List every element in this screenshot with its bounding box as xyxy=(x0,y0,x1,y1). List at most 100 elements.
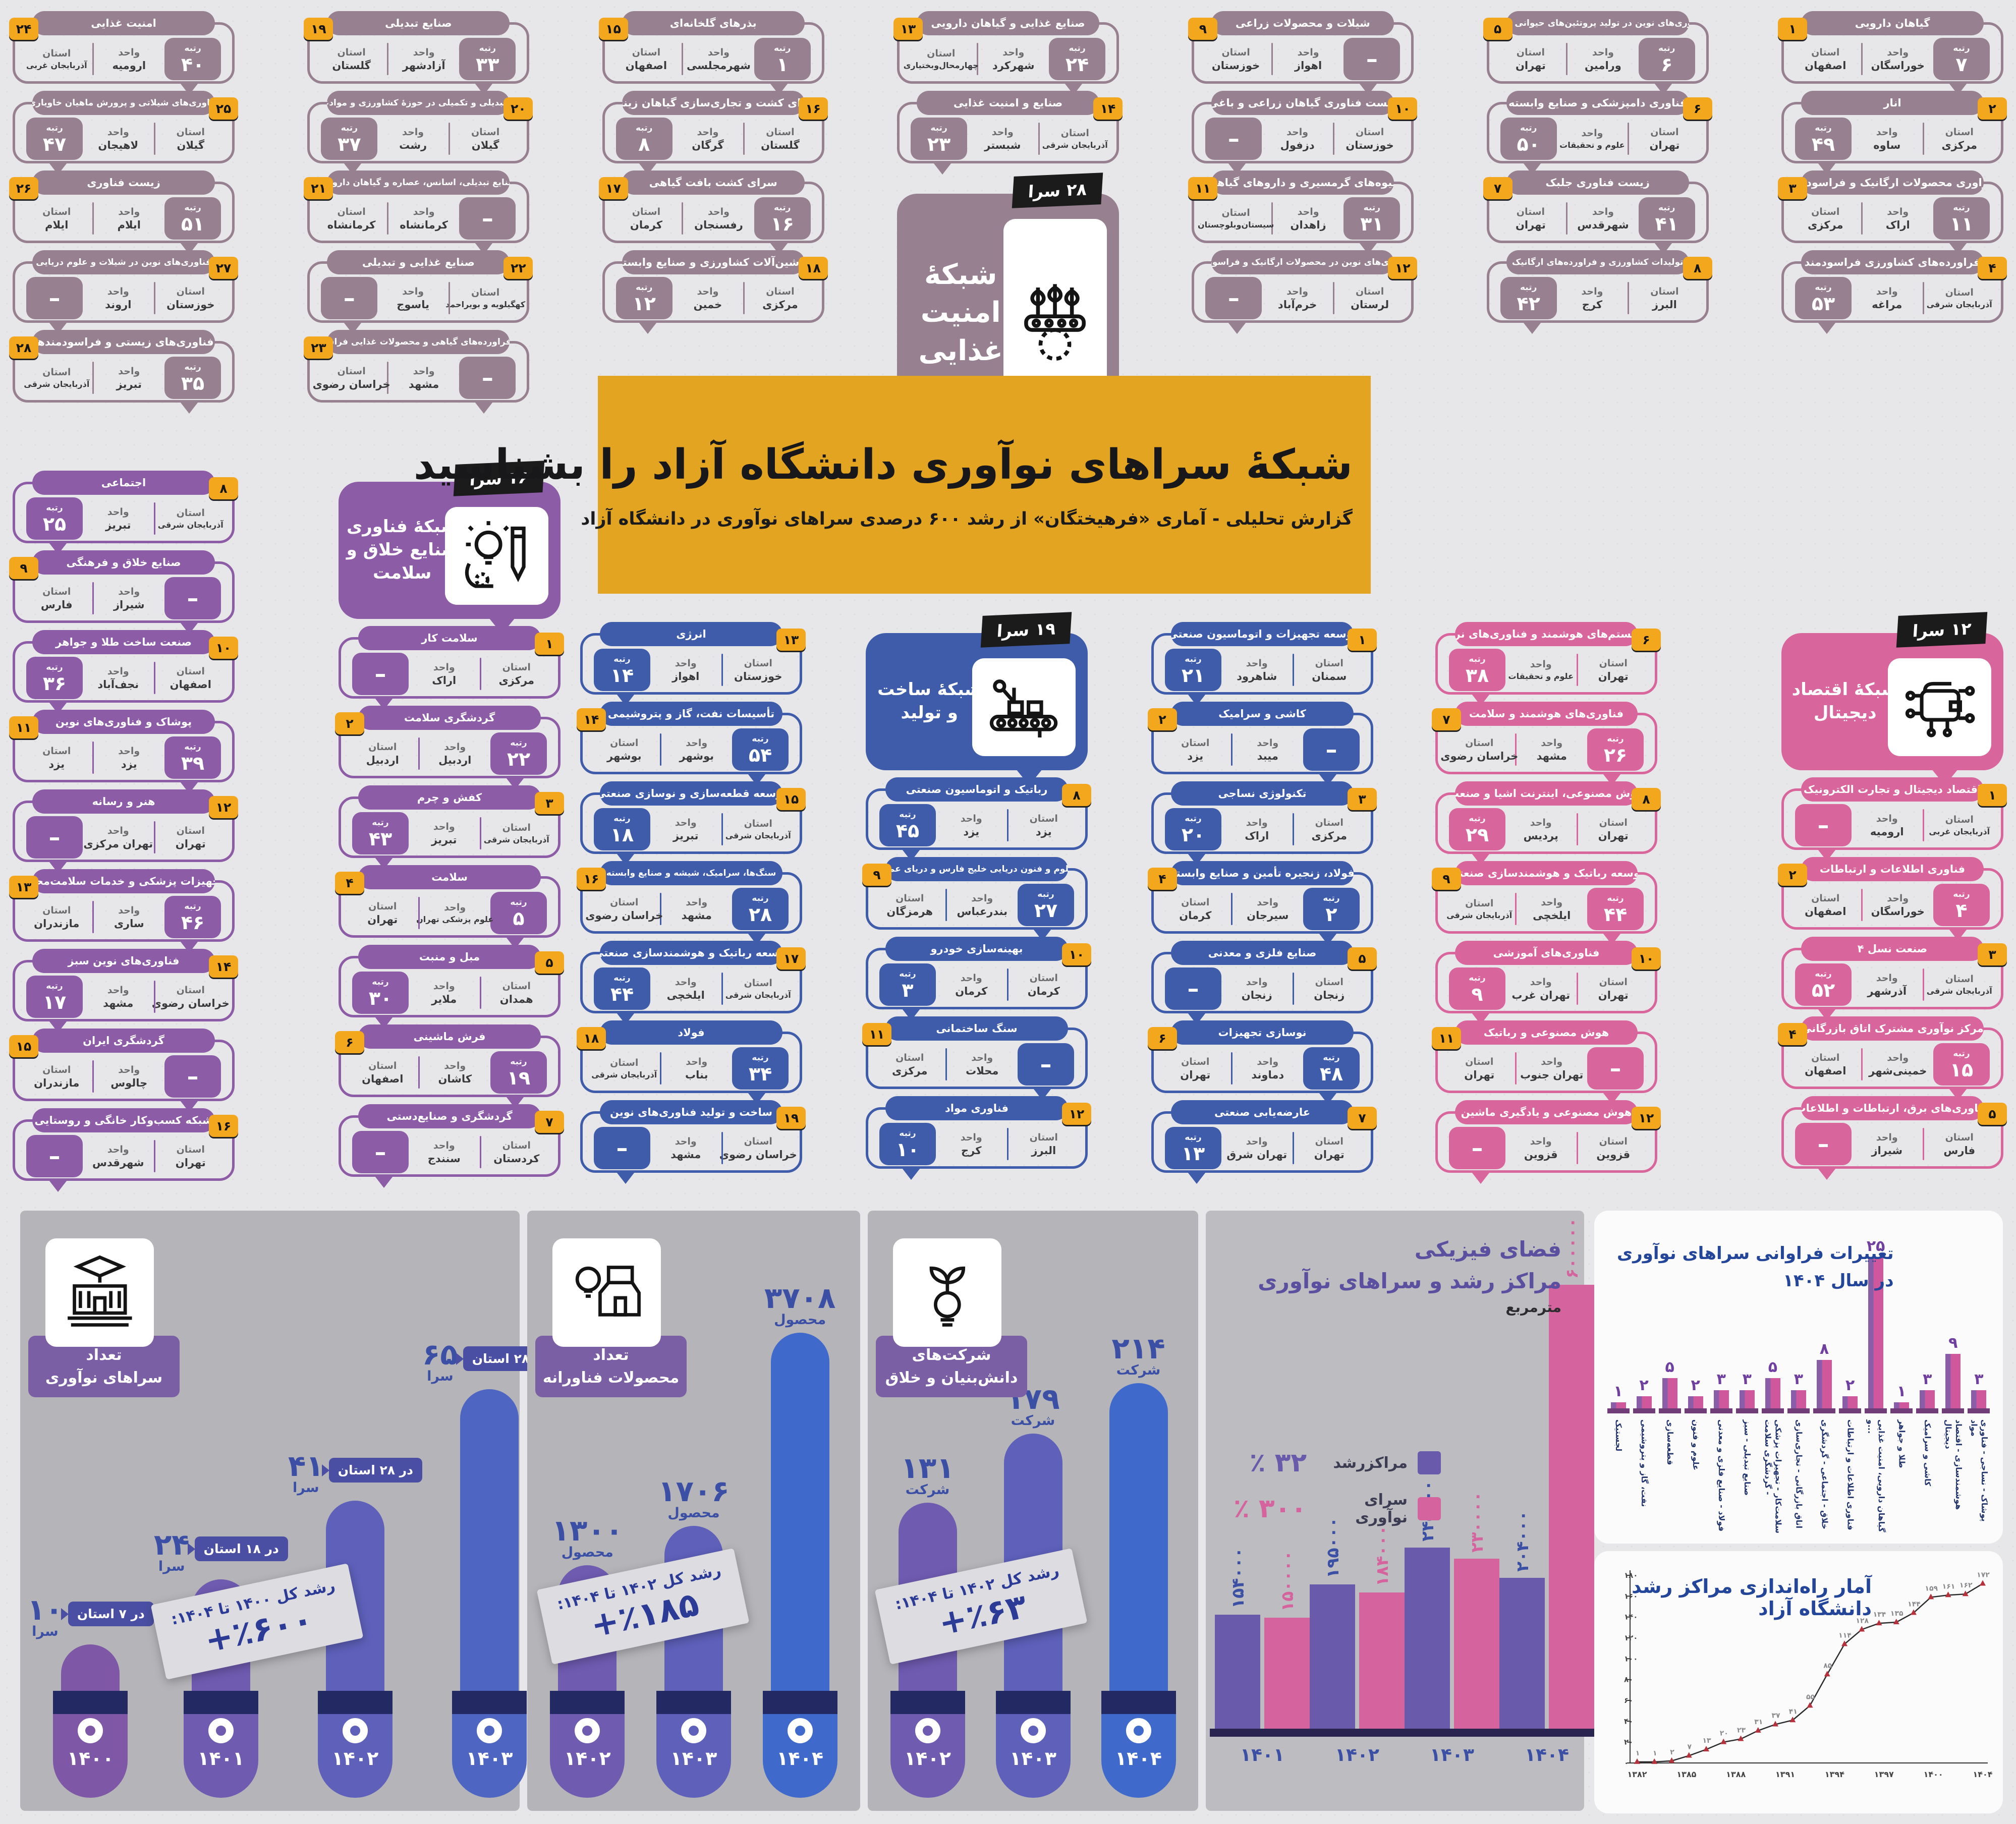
card-title: سنگ ساختمانی xyxy=(885,1016,1068,1041)
innovation-card: شبکه کسب‌وکار خانگی و روستایی ۱۶ استان تهرا… xyxy=(13,1108,238,1192)
divider xyxy=(1271,43,1273,75)
card-column: سیستم‌های هوشمند و فناوری‌های نرم ۶ استان ت… xyxy=(1432,622,1661,1184)
card-number-badge: ۸ xyxy=(1683,257,1712,279)
rank-box: رتبه ۳۴ xyxy=(732,1047,789,1090)
card-title: زیست فناوری xyxy=(32,170,215,195)
innovation-card: فولاد، زنجیره تأمین و صنایع وابسته ۴ رتبه ۲… xyxy=(1148,861,1373,945)
rank-box: – xyxy=(26,816,83,859)
card-column: توسعه تجهیزات و اتوماسیون صنعتی ۱ استان سمن… xyxy=(1148,622,1377,1184)
legend-item: سرای نوآوری ٪ ۳۰۰ xyxy=(1234,1491,1441,1526)
divider xyxy=(659,733,661,766)
bar-group: ۱۹۵۰۰۰ ۱۸۴۰۰۰ ۱۴۰۲ xyxy=(1305,1517,1410,1765)
province-field: استان آذربایجان شرقی xyxy=(725,978,791,1000)
divider xyxy=(418,1056,420,1089)
province-field: استان قزوین xyxy=(1596,1135,1631,1161)
card-title: نوسازی تجهیزات xyxy=(1171,1020,1354,1045)
province-field: استان زنجان xyxy=(1314,976,1345,1001)
province-field: استان کرمان xyxy=(1179,896,1212,922)
divider xyxy=(1292,813,1294,845)
card-title: فناوری‌های زیستی و فراسودمندها xyxy=(32,330,215,354)
unit-field: واحد مشهد xyxy=(103,984,134,1009)
rank-box: رتبه ۶ xyxy=(1638,38,1695,80)
bar-سرای نوآوری: ۱۸۴۰۰۰ xyxy=(1359,1525,1405,1729)
card-title: سرای کشت و تجاری‌سازی گیاهان زینتی xyxy=(622,91,805,115)
rank-box: رتبه ۵۲ xyxy=(1795,963,1852,1006)
innovation-card: سرای کشت بافت گیاهی ۱۷ رتبه ۱۶ واحد رفسنجان اس… xyxy=(598,170,824,254)
province-field: استان بوشهر xyxy=(606,737,642,762)
unit-field: واحد میبد xyxy=(1257,737,1279,762)
innovation-card: فناوری‌های شیلاتی و پرورش ماهیان خاویاری… xyxy=(13,91,239,175)
divider xyxy=(386,43,388,75)
rank-box: رتبه ۲۵ xyxy=(26,497,83,540)
divider xyxy=(1922,809,1924,841)
card-title: ساخت و تولید فناوری‌های نوین xyxy=(600,1100,782,1124)
unit-field: واحد بناب xyxy=(685,1056,708,1081)
divider xyxy=(1515,733,1517,766)
province-field: استان ایلام xyxy=(42,206,71,231)
unit-field: واحد ایلخچی xyxy=(666,976,705,1001)
card-title: فناوری‌های نوین سبز xyxy=(32,949,215,973)
card-number-badge: ۱۸ xyxy=(577,1027,606,1049)
divider xyxy=(1038,123,1040,155)
card-title: فراورده‌های کشاورزی فراسودمند xyxy=(1801,250,1984,274)
unit-field: واحد اردبیل xyxy=(438,741,472,766)
card-number-badge: ۲۱ xyxy=(304,177,333,199)
unit-field: واحد کاشان xyxy=(438,1060,472,1085)
unit-field: واحد ایلام xyxy=(117,206,141,231)
innovation-card: سلامت ۴ رتبه ۵ واحد علوم پزشکی تهران استان تهرا… xyxy=(335,865,561,949)
province-field: استان یزد xyxy=(1181,737,1210,762)
card-number-badge: ۲۰ xyxy=(503,97,533,120)
freq-bar: ۲ فناوری اطلاعات و ارتباطات xyxy=(1838,1231,1862,1535)
card-title: فناوری مواد xyxy=(885,1096,1068,1120)
card-title: فناوری‌های شیلاتی و پرورش ماهیان خاویاری xyxy=(32,91,215,115)
card-number-badge: ۱۲ xyxy=(1388,257,1418,279)
rank-box: – xyxy=(1795,1123,1852,1165)
card-title: ماشین‌آلات کشاورزی و صنایع وابسته xyxy=(622,250,805,274)
svg-text:۱۲۰: ۱۲۰ xyxy=(1624,1633,1638,1642)
rank-box: – xyxy=(1165,967,1221,1010)
bar-مراکزرشد: ۱۹۵۰۰۰ xyxy=(1310,1517,1355,1729)
unit-field: واحد ورامین xyxy=(1585,46,1621,72)
wallet-circuit-icon xyxy=(1888,658,1991,756)
rank-box: رتبه ۳۰ xyxy=(352,972,409,1014)
province-field: استان لرستان xyxy=(1351,286,1389,311)
card-title: سیستم‌های هوشمند و فناوری‌های نرم xyxy=(1455,622,1638,646)
card-title: کفش و چرم xyxy=(358,785,541,810)
province-field: استان تهران xyxy=(1314,1135,1345,1161)
province-field: استان خراسان رضوی xyxy=(312,365,390,390)
title-banner: شبکهٔ سراهای نوآوری دانشگاه آزاد را بشنا… xyxy=(414,376,1371,594)
card-number-badge: ۵ xyxy=(1483,18,1513,40)
divider xyxy=(386,362,388,394)
card-number-badge: ۸ xyxy=(209,477,238,499)
divider xyxy=(1861,1048,1863,1080)
innovation-card: گیاهان دارویی ۱ رتبه ۷ واحد خوراسگان استان اصفه… xyxy=(1778,11,2003,95)
legend: مراکزرشد ٪ ۳۲ سرای نوآوری ٪ ۳۰۰ xyxy=(1234,1448,1441,1526)
network-food-security: گیاهان دارویی ۱ رتبه ۷ واحد خوراسگان استان اصفه… xyxy=(9,11,2007,447)
divider xyxy=(743,123,745,155)
unit-field: واحد شبستر xyxy=(984,126,1021,151)
chart-innovation-centers-count: تعداد سراهای نوآوری در ۷ استان ۱۰ سرا ۱۴۰۰ در… xyxy=(20,1211,691,1811)
freq-bar: ۵ سلامت‌کار - تجهیزات پزشکی - گردشگری سلا… xyxy=(1761,1231,1784,1535)
chart-tech-products: تعداد محصولات فناورانه ۱۳۰۰ محصول ۱۴۰۲ ۱۷۰۶ م… xyxy=(527,1211,860,1811)
unit-field: واحد زنجان xyxy=(1241,976,1272,1001)
rank-box: رتبه ۲۲ xyxy=(490,732,547,775)
card-title: صنایع و امنیت غذایی xyxy=(917,91,1100,115)
rank-box: رتبه ۴۷ xyxy=(26,118,83,160)
card-number-badge: ۱۳ xyxy=(9,876,38,898)
card-title: فناوری‌های هوشمند و سلامت xyxy=(1455,702,1638,726)
province-field: استان مرکزی xyxy=(891,1052,928,1077)
divider xyxy=(1566,43,1568,75)
rank-box: رتبه ۴۹ xyxy=(1795,118,1852,160)
legend-item: مراکزرشد ٪ ۳۲ xyxy=(1234,1448,1441,1478)
bar-سرای نوآوری: ۱۵۰۰۰۰ xyxy=(1264,1551,1310,1729)
card-title: صنایع فلزی و معدنی xyxy=(1171,941,1354,965)
rank-box: رتبه ۲۹ xyxy=(1449,808,1505,850)
card-column: اجتماعی ۸ استان آذربایجان شرقی واحد تبریز رتبه… xyxy=(9,471,238,1192)
rank-box: رتبه ۱ xyxy=(754,38,811,80)
unit-field: واحد قزوین xyxy=(1524,1135,1558,1161)
province-field: استان اردبیل xyxy=(366,741,399,766)
province-field: استان تهران xyxy=(1598,976,1629,1001)
svg-text:۲۰: ۲۰ xyxy=(1720,1730,1728,1738)
card-title: فناوری اطلاعات و ارتباطات xyxy=(1801,857,1984,881)
rank-box: رتبه ۴۳ xyxy=(352,812,409,854)
